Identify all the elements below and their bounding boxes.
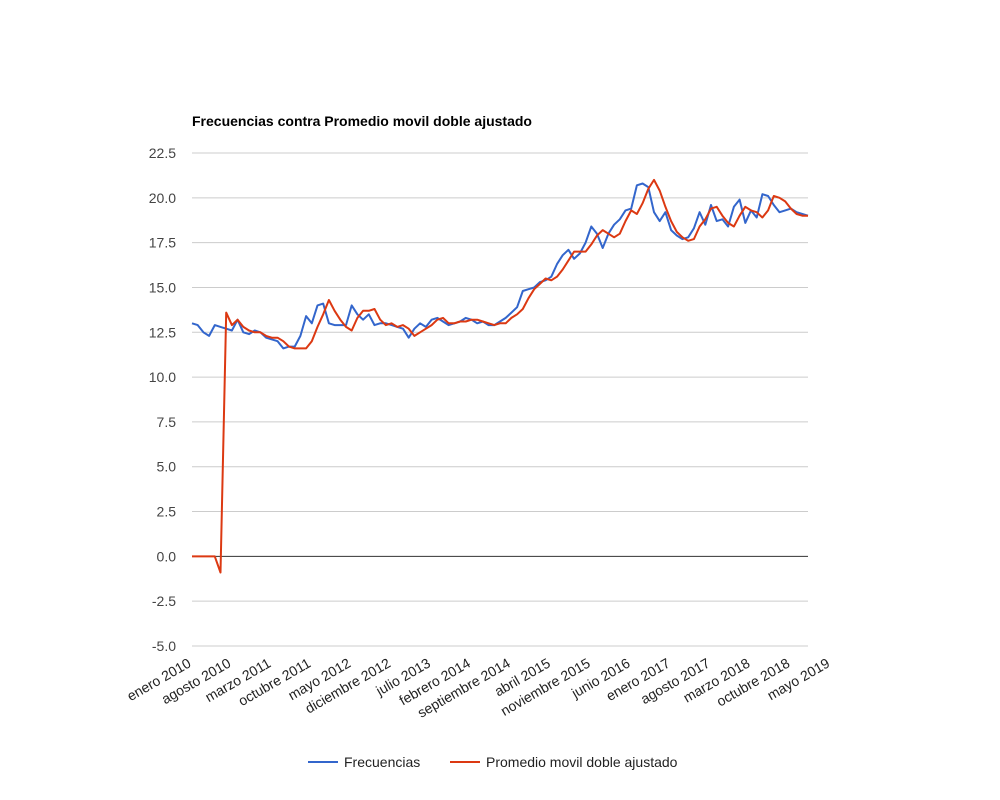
series-lines: [191, 178, 809, 574]
y-tick-label: 12.5: [149, 324, 176, 340]
y-tick-label: 7.5: [157, 414, 177, 430]
series-line-promedio-movil: [192, 178, 808, 574]
y-tick-label: 5.0: [157, 459, 177, 475]
y-tick-label: 0.0: [157, 548, 177, 564]
gridlines: [192, 152, 808, 647]
chart-title: Frecuencias contra Promedio movil doble …: [192, 113, 532, 129]
series-line-frecuencias: [191, 182, 809, 350]
y-axis-tick-labels: -5.0 -2.5 0.0 2.5 5.0 7.5 10.0 12.5 15.0 17.5 20.0…: [149, 145, 176, 654]
legend: Frecuencias Promedio movil doble ajustad…: [308, 754, 678, 770]
y-tick-label: 22.5: [149, 145, 176, 161]
legend-label-frecuencias: Frecuencias: [344, 754, 420, 770]
y-tick-label: -5.0: [152, 638, 176, 654]
y-tick-label: 17.5: [149, 235, 176, 251]
y-tick-label: 2.5: [157, 504, 177, 520]
y-tick-label: 10.0: [149, 369, 176, 385]
legend-label-promedio: Promedio movil doble ajustado: [486, 754, 678, 770]
y-tick-label: -2.5: [152, 593, 176, 609]
y-tick-label: 20.0: [149, 190, 176, 206]
y-tick-label: 15.0: [149, 279, 176, 295]
